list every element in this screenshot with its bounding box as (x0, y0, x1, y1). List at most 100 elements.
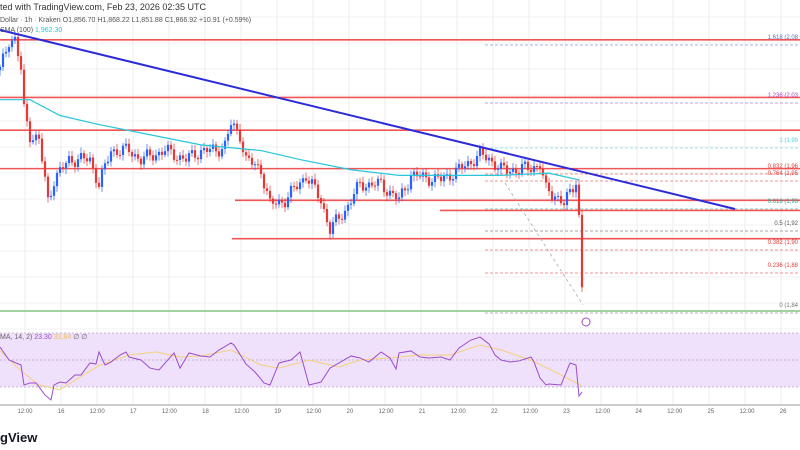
candle-body (340, 218, 344, 220)
candle-body (229, 125, 233, 134)
time-axis-label: 12:00 (739, 409, 755, 415)
candle-body (538, 166, 542, 169)
event-marker-icon (581, 317, 591, 327)
candle-body (382, 179, 386, 193)
candle-body (376, 178, 380, 186)
candle-body (349, 203, 353, 205)
candle-body (367, 182, 371, 188)
candle-body (331, 222, 335, 235)
candle-body (244, 152, 248, 156)
candle-body (271, 198, 275, 204)
candle-body (370, 182, 374, 186)
candle-body (307, 180, 311, 184)
published-watermark: ted with TradingView.com, Feb 23, 2026 0… (0, 2, 206, 12)
low-value: L1,851.88 (131, 17, 163, 24)
candle-body (241, 141, 245, 153)
candle-body (571, 189, 575, 193)
candle-body (355, 182, 359, 195)
candle-body (91, 157, 95, 169)
candle-body (136, 154, 140, 159)
candle-body (184, 158, 188, 162)
candle-body (451, 179, 455, 181)
candle-body (520, 163, 524, 174)
candle-body (403, 188, 407, 191)
time-axis-label: 12:00 (161, 409, 177, 415)
candle-body (133, 154, 137, 157)
candle-body (73, 162, 77, 168)
candle-body (580, 214, 584, 288)
bearish-trend-line (0, 29, 736, 210)
candle-body (343, 210, 347, 220)
candle-body (277, 199, 281, 205)
time-axis-label: 12:00 (450, 409, 466, 415)
candle-body (328, 222, 332, 235)
rsi-ma-line (0, 344, 583, 391)
candle-body (70, 156, 74, 163)
candle-body (94, 168, 98, 183)
time-axis-label: 12:00 (17, 409, 33, 415)
candle-body (181, 155, 185, 159)
candle-body (190, 150, 194, 154)
candle-body (202, 148, 206, 151)
rsi-value: 23.30 (34, 334, 52, 341)
time-axis-label: 26 (779, 409, 787, 415)
candle-body (379, 178, 383, 180)
sma-legend: SMA (100) 1,962.30 (0, 27, 62, 34)
rsi-label: MA, 14, 2) (0, 334, 33, 341)
candle-body (322, 203, 326, 209)
candle-body (106, 161, 110, 164)
candle-body (298, 182, 302, 190)
candle-body (187, 153, 191, 162)
candle-body (130, 152, 134, 157)
candle-body (214, 144, 218, 152)
candle-body (76, 159, 80, 168)
candle-body (439, 176, 443, 182)
candle-body (31, 140, 35, 143)
candle-body (301, 178, 305, 183)
candle-body (217, 151, 221, 157)
ohlc-legend: Dollar · 1h · Kraken O1,856.70 H1,868.22… (0, 17, 251, 24)
candle-body (64, 163, 68, 169)
candle-body (88, 157, 92, 162)
fib-level-label: 0.832 (1,96 (767, 164, 798, 170)
candle-body (10, 40, 14, 48)
candle-body (52, 186, 56, 196)
change-value: +10.91 (+0.59%) (198, 17, 252, 24)
candle-body (148, 149, 152, 156)
candle-body (274, 203, 278, 205)
candle-body (487, 157, 491, 161)
candle-body (256, 164, 260, 166)
candle-body (262, 174, 266, 189)
candle-body (553, 196, 557, 200)
candle-body (472, 164, 476, 167)
candle-body (532, 166, 536, 173)
candle-body (433, 174, 437, 183)
fib-level-label: 1.236 (2,03 (767, 93, 798, 99)
candle-body (493, 161, 497, 170)
candle-body (352, 194, 356, 204)
candle-body (127, 143, 131, 153)
candle-body (175, 159, 179, 161)
candle-body (364, 187, 368, 191)
candle-body (526, 161, 530, 171)
tradingview-logo: gView (0, 430, 38, 445)
candle-body (457, 164, 461, 168)
candle-body (511, 168, 515, 172)
candle-body (226, 133, 230, 141)
candle-body (259, 164, 263, 175)
candle-body (253, 164, 257, 166)
candle-body (514, 168, 518, 174)
candle-body (421, 172, 425, 177)
candle-body (556, 196, 560, 198)
candle-body (529, 170, 533, 173)
candle-body (304, 178, 308, 181)
candle-body (115, 149, 119, 155)
time-axis-label: 17 (129, 409, 137, 415)
candle-body (16, 36, 20, 57)
candle-body (223, 140, 227, 149)
candle-body (559, 196, 563, 204)
candle-body (0, 66, 2, 71)
candle-body (124, 143, 128, 146)
candle-body (235, 123, 239, 130)
